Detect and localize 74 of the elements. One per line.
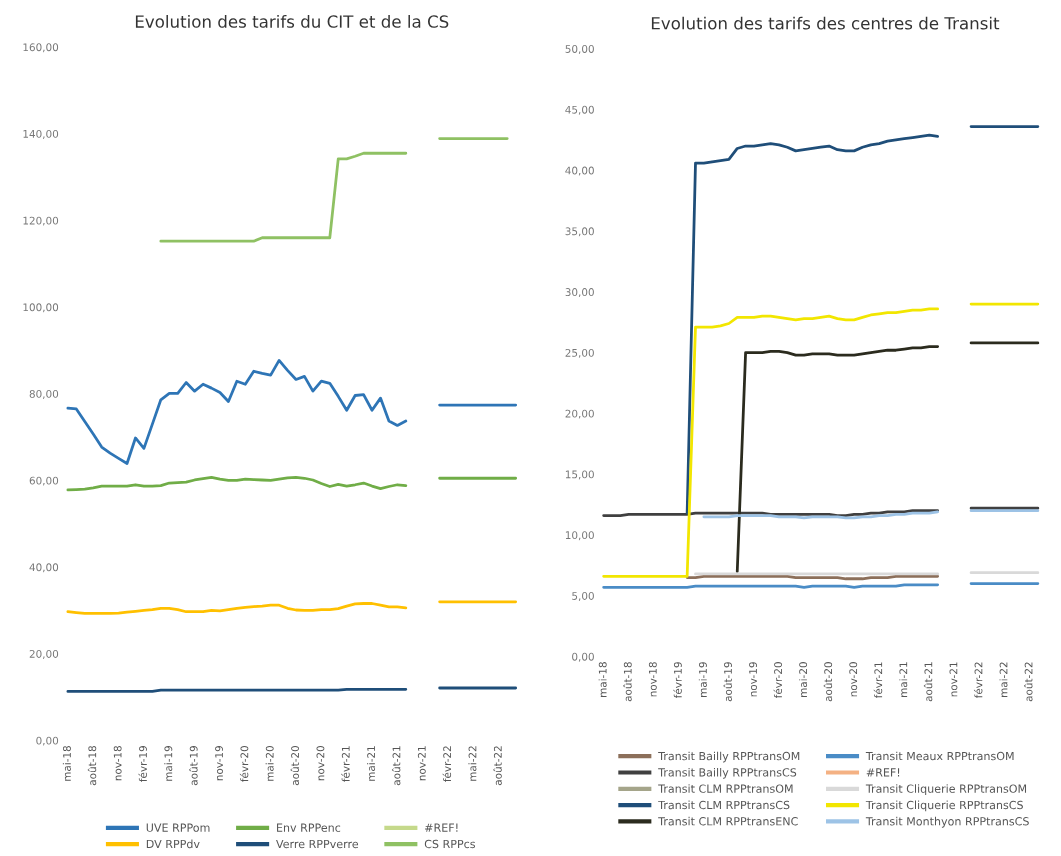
x-tick-label: août-20 xyxy=(823,662,833,702)
legend-label: Env RPPenc xyxy=(277,823,341,832)
legend-label: Transit Monthyon RPPtransCS xyxy=(865,816,1029,828)
y-tick-label: 140,00 xyxy=(23,129,59,139)
y-tick-label: 0,00 xyxy=(36,736,59,746)
x-tick-label: août-22 xyxy=(1024,662,1033,702)
x-tick-label: nov-21 xyxy=(949,662,958,697)
x-tick-label: févr-22 xyxy=(442,746,452,782)
y-tick-label: 20,00 xyxy=(565,409,594,419)
x-tick-label: nov-18 xyxy=(648,662,657,697)
legend-label: #REF! xyxy=(425,823,458,832)
x-tick-label: août-18 xyxy=(87,746,97,786)
x-tick-label: févr-20 xyxy=(239,745,249,782)
x-tick-label: nov-18 xyxy=(113,746,122,781)
x-tick-label: mai-20 xyxy=(799,662,808,697)
legend-label: Verre RPPverre xyxy=(276,839,359,849)
y-tick-label: 40,00 xyxy=(565,166,594,176)
x-tick-label: nov-20 xyxy=(316,745,325,781)
x-tick-label: nov-20 xyxy=(849,662,858,697)
y-tick-label: 15,00 xyxy=(565,470,594,480)
legend-label: Transit Cliquerie RPPtransCS xyxy=(865,800,1023,812)
x-tick-label: nov-19 xyxy=(215,746,223,781)
x-tick-label: mai-22 xyxy=(468,746,477,781)
legend-label: Transit CLM RPPtransENC xyxy=(658,816,798,826)
x-tick-label: mai-21 xyxy=(367,746,376,781)
y-tick-label: 100,00 xyxy=(23,303,59,313)
y-tick-label: 160,00 xyxy=(23,43,59,53)
y-tick-label: 10,00 xyxy=(565,531,594,541)
legend-label: Transit CLM RPPtransCS xyxy=(658,800,790,810)
y-tick-label: 30,00 xyxy=(565,288,594,298)
chart-title: Evolution des tarifs des centres de Transit xyxy=(651,16,1000,30)
x-tick-label: févr-19 xyxy=(673,662,682,699)
x-tick-label: mai-21 xyxy=(899,662,908,697)
x-tick-label: nov-19 xyxy=(749,662,757,697)
x-tick-label: févr-21 xyxy=(341,746,350,782)
x-tick-label: mai-20 xyxy=(265,745,274,781)
legend-label: Transit CLM RPPtransOM xyxy=(658,784,793,793)
y-tick-label: 40,00 xyxy=(29,563,59,573)
y-tick-label: 0,00 xyxy=(572,652,594,662)
x-tick-label: août-18 xyxy=(623,662,632,702)
x-tick-label: mai-22 xyxy=(999,662,1008,697)
x-tick-label: août-19 xyxy=(723,662,732,702)
x-tick-label: févr-20 xyxy=(773,662,783,699)
x-tick-label: août-20 xyxy=(290,745,300,786)
x-tick-label: août-21 xyxy=(923,662,933,702)
legend-label: UVE RPPom xyxy=(146,823,210,832)
legend-label: #REF! xyxy=(866,768,900,777)
y-tick-label: 35,00 xyxy=(565,227,594,237)
x-tick-label: mai-18 xyxy=(62,746,71,781)
x-tick-label: mai-19 xyxy=(698,662,707,697)
x-tick-label: nov-21 xyxy=(417,746,426,781)
y-tick-label: 60,00 xyxy=(29,476,59,486)
x-tick-label: févr-19 xyxy=(138,746,147,782)
y-tick-label: 45,00 xyxy=(565,105,594,115)
x-tick-label: août-22 xyxy=(493,746,502,786)
y-tick-label: 20,00 xyxy=(29,650,59,659)
x-tick-label: août-21 xyxy=(391,746,401,786)
legend-label: Transit Cliquerie RPPtransOM xyxy=(865,784,1027,796)
chart-title: Evolution des tarifs du CIT et de la CS xyxy=(135,14,449,28)
legend-label: Transit Bailly RPPtransOM xyxy=(658,751,800,763)
y-tick-label: 25,00 xyxy=(565,348,594,358)
y-tick-label: 120,00 xyxy=(23,216,59,226)
legend-label: Transit Bailly RPPtransCS xyxy=(658,767,797,779)
x-tick-label: mai-18 xyxy=(598,662,607,697)
legend-label: CS RPPcs xyxy=(424,839,476,849)
legend-label: Transit Meaux RPPtransOM xyxy=(865,751,1014,761)
x-tick-label: août-19 xyxy=(189,746,198,786)
x-tick-label: mai-19 xyxy=(164,746,173,781)
x-tick-label: févr-22 xyxy=(973,662,983,699)
y-tick-label: 5,00 xyxy=(572,592,594,601)
legend-label: DV RPPdv xyxy=(146,839,200,849)
y-tick-label: 80,00 xyxy=(29,389,59,399)
x-tick-label: févr-21 xyxy=(873,662,883,699)
y-tick-label: 50,00 xyxy=(565,45,594,54)
